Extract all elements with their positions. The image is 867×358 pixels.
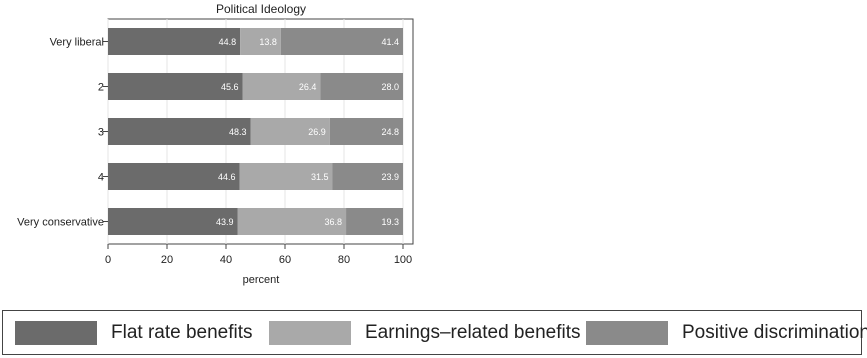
bar-segment (240, 28, 281, 55)
category-labels: Very liberal 2 3 4 Very conservative (17, 37, 108, 229)
bar-segment (329, 118, 403, 145)
category-label: 3 (98, 127, 104, 139)
legend: Flat rate benefits Earnings–related bene… (2, 310, 867, 355)
x-tick-label: 100 (394, 254, 412, 266)
x-tick-label: 0 (105, 254, 111, 266)
data-label: 48.3 (229, 127, 247, 137)
legend-label-earnings-related: Earnings–related benefits (365, 322, 581, 343)
bars: 44.8 13.8 41.4 45.6 26.4 28.0 48.3 26.9 24.8 44.6… (108, 28, 403, 235)
x-axis-label: percent (243, 274, 280, 286)
data-label: 24.8 (381, 127, 399, 137)
x-tick-label: 80 (338, 254, 350, 266)
data-label: 13.8 (259, 37, 277, 47)
data-label: 26.9 (308, 127, 326, 137)
bar-segment (108, 118, 251, 145)
data-label: 36.8 (325, 217, 343, 227)
bar-segment (108, 73, 243, 100)
bar-segment (239, 163, 333, 190)
data-label: 44.6 (218, 172, 236, 182)
chart-title: Political Ideology (216, 2, 306, 16)
category-label: 4 (98, 172, 104, 184)
x-tick-label: 40 (220, 254, 232, 266)
category-label: Very conservative (17, 217, 104, 229)
bar-segment (108, 163, 240, 190)
legend-item-flat-rate: Flat rate benefits (15, 321, 253, 345)
legend-label-flat-rate: Flat rate benefits (111, 322, 253, 343)
bar-segment (108, 28, 241, 55)
data-label: 43.9 (216, 217, 234, 227)
bar-segment (320, 73, 403, 100)
bar-segment (346, 208, 403, 235)
category-label: 2 (98, 82, 104, 94)
data-label: 19.3 (381, 217, 399, 227)
bar-segment (108, 208, 238, 235)
data-label: 23.9 (381, 172, 399, 182)
legend-swatch-positive-discrimination (586, 321, 668, 345)
data-label: 45.6 (221, 82, 239, 92)
data-label: 28.0 (381, 82, 399, 92)
data-label: 26.4 (299, 82, 317, 92)
bar-segment (237, 208, 347, 235)
legend-item-earnings-related: Earnings–related benefits (269, 321, 580, 345)
gridlines (107, 19, 404, 244)
legend-swatch-flat-rate (15, 321, 97, 345)
x-axis: 0 20 40 60 80 100 (105, 244, 412, 266)
x-tick-label: 60 (279, 254, 291, 266)
bar-segment (242, 73, 321, 100)
legend-swatch-earnings-related (269, 321, 351, 345)
data-label: 44.8 (219, 37, 237, 47)
data-label: 41.4 (381, 37, 399, 47)
stacked-bar-chart: 44.8 13.8 41.4 45.6 26.4 28.0 48.3 26.9 24.8 44.6… (17, 2, 414, 286)
data-label: 31.5 (311, 172, 329, 182)
x-tick-label: 20 (161, 254, 173, 266)
legend-item-positive-discrimination: Positive discrimination (586, 321, 867, 345)
bar-segment (250, 118, 330, 145)
legend-label-positive-discrimination: Positive discrimination (682, 322, 867, 343)
bar-segment (280, 28, 403, 55)
category-label: Very liberal (50, 37, 104, 49)
bar-segment (332, 163, 403, 190)
